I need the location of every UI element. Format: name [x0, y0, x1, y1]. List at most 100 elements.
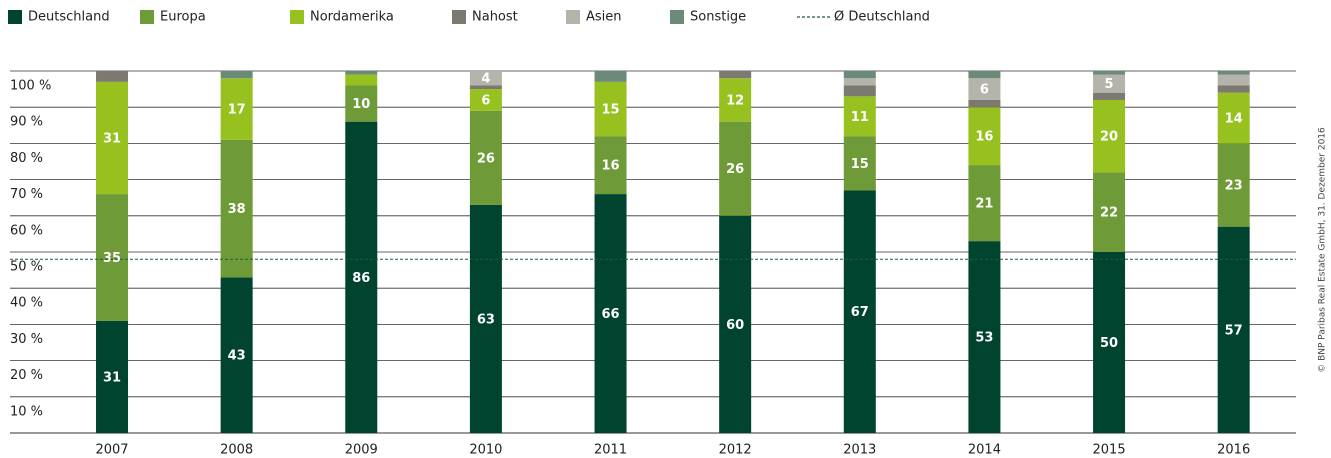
y-tick-label: 10 %: [10, 404, 43, 419]
legend-swatch: [670, 10, 684, 24]
x-tick-label: 2007: [95, 443, 128, 458]
bar-segment: [345, 85, 378, 122]
bar-segment: [1093, 252, 1126, 433]
bar-segment: [96, 320, 129, 433]
x-tick-label: 2010: [469, 443, 502, 458]
bar-segment: [968, 241, 1001, 433]
data-label: 15: [601, 103, 619, 118]
data-label: 4: [481, 72, 490, 87]
x-tick-label: 2016: [1217, 443, 1250, 458]
data-label: 14: [1225, 112, 1243, 127]
legend-label: Nordamerika: [310, 10, 394, 25]
bar-segment: [594, 194, 627, 433]
bar-segment: [1217, 85, 1250, 93]
bar-segment: [719, 71, 752, 79]
bar-segment: [1217, 74, 1250, 86]
x-tick-label: 2015: [1093, 443, 1126, 458]
bar-segment: [843, 71, 876, 79]
x-tick-label: 2012: [719, 443, 752, 458]
bar-segment: [843, 96, 876, 137]
bar-segment: [469, 71, 502, 86]
data-label: 66: [601, 307, 619, 322]
legend-label: Sonstige: [690, 10, 746, 25]
bar-segment: [843, 78, 876, 86]
bar-segment: [719, 215, 752, 433]
legend-swatch: [140, 10, 154, 24]
y-tick-label: 100 %: [10, 79, 51, 94]
data-label: 16: [975, 130, 993, 145]
legend-swatch: [566, 10, 580, 24]
data-label: 20: [1100, 130, 1118, 145]
bar-segment: [968, 78, 1001, 100]
y-tick-label: 40 %: [10, 296, 43, 311]
data-label: 15: [851, 157, 869, 172]
bar-segment: [719, 78, 752, 122]
legend-label: Asien: [586, 10, 622, 25]
legend-swatch: [8, 10, 22, 24]
bar-segment: [469, 110, 502, 205]
legend-label: Nahost: [472, 10, 518, 25]
bar-segment: [843, 190, 876, 433]
data-label: 86: [352, 271, 370, 286]
data-label: 10: [352, 97, 370, 112]
x-tick-label: 2008: [220, 443, 253, 458]
data-label: 11: [851, 110, 869, 125]
data-label: 53: [975, 331, 993, 346]
y-tick-label: 90 %: [10, 115, 43, 130]
data-label: 63: [477, 312, 495, 327]
data-label: 16: [601, 159, 619, 174]
data-label: 12: [726, 93, 744, 108]
bar-segment: [96, 71, 129, 82]
data-label: 6: [481, 93, 490, 108]
bar-segment: [843, 136, 876, 191]
y-tick-label: 60 %: [10, 223, 43, 238]
y-tick-label: 30 %: [10, 332, 43, 347]
bar-segment: [594, 136, 627, 195]
bar-segment: [1217, 143, 1250, 227]
data-label: 50: [1100, 336, 1118, 351]
data-label: 43: [228, 349, 246, 364]
bar-segment: [968, 99, 1001, 108]
data-label: 57: [1225, 323, 1243, 338]
data-label: 67: [851, 305, 869, 320]
data-label: 31: [103, 370, 121, 385]
y-tick-label: 80 %: [10, 151, 43, 166]
bar-segment: [469, 85, 502, 90]
data-label: 17: [228, 103, 246, 118]
data-label: 31: [103, 131, 121, 146]
bar-segment: [345, 71, 378, 75]
bar-segment: [1093, 92, 1126, 100]
bar-segment: [1093, 172, 1126, 252]
bar-segment: [843, 85, 876, 97]
bar-segment: [1093, 74, 1126, 93]
legend-label: Europa: [160, 10, 206, 25]
bar-segment: [220, 277, 253, 433]
data-label: 38: [228, 202, 246, 217]
legend-label: Ø Deutschland: [834, 10, 930, 25]
data-label: 26: [477, 151, 495, 166]
data-label: 6: [980, 83, 989, 98]
bar-segment: [220, 71, 253, 79]
source: © BNP Paribas Real Estate GmbH, 31. Deze…: [1318, 127, 1328, 373]
bar-segment: [220, 78, 253, 140]
bar-segment: [1217, 71, 1250, 75]
y-tick-label: 20 %: [10, 368, 43, 383]
data-label: 21: [975, 197, 993, 212]
data-label: 60: [726, 318, 744, 333]
x-tick-label: 2014: [968, 443, 1001, 458]
bar-segment: [345, 121, 378, 434]
legend-swatch: [452, 10, 466, 24]
bar-segment: [1217, 92, 1250, 144]
bar-segment: [968, 71, 1001, 79]
bar-segment: [968, 165, 1001, 242]
bar-segment: [594, 71, 627, 82]
data-label: 26: [726, 162, 744, 177]
bar-segment: [220, 139, 253, 278]
bar-segment: [469, 204, 502, 433]
legend-swatch: [290, 10, 304, 24]
y-tick-label: 70 %: [10, 187, 43, 202]
data-label: 35: [103, 251, 121, 266]
bar-segment: [345, 74, 378, 86]
data-label: 23: [1225, 179, 1243, 194]
